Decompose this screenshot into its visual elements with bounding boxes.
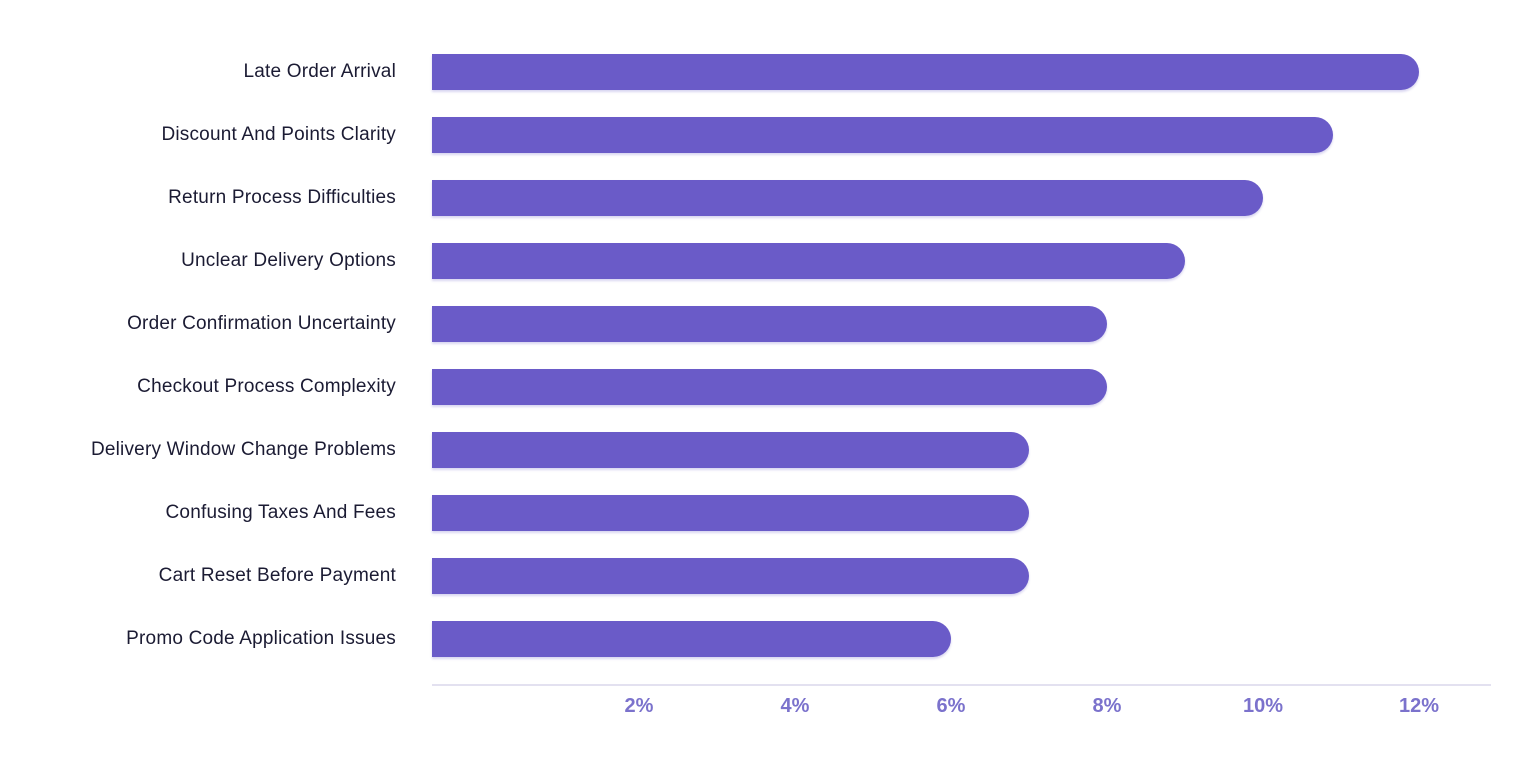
category-label: Late Order Arrival [243,60,396,82]
bar-track [432,431,1491,468]
category-label: Delivery Window Change Problems [90,438,396,460]
chart-row: Delivery Window Change Problems [0,418,1491,481]
bar[interactable] [432,368,1107,405]
bar-rows: Late Order Arrival Discount And Points Cl… [0,40,1491,670]
bar-track [432,557,1491,594]
bar[interactable] [432,53,1419,90]
bar[interactable] [432,305,1107,342]
x-axis-tick-label: 12% [1398,695,1440,717]
bar-track [432,620,1491,657]
bar-track [432,242,1491,279]
category-label: Confusing Taxes And Fees [165,501,396,523]
chart-row: Confusing Taxes And Fees [0,481,1491,544]
bar[interactable] [432,179,1263,216]
chart-row: Late Order Arrival [0,40,1491,103]
chart-row: Unclear Delivery Options [0,229,1491,292]
category-label: Checkout Process Complexity [137,375,396,397]
x-axis-tick-label: 10% [1242,695,1284,717]
category-label: Return Process Difficulties [168,186,396,208]
bar[interactable] [432,494,1029,531]
chart-row: Promo Code Application Issues [0,607,1491,670]
bar-track [432,494,1491,531]
x-axis-tick-label: 2% [624,695,654,717]
chart-row: Return Process Difficulties [0,166,1491,229]
x-axis-tick-label: 6% [936,695,966,717]
category-label: Unclear Delivery Options [181,249,396,271]
chart-row: Order Confirmation Uncertainty [0,292,1491,355]
bar[interactable] [432,242,1185,279]
bar-track [432,305,1491,342]
category-label: Order Confirmation Uncertainty [127,312,396,334]
chart-row: Discount And Points Clarity [0,103,1491,166]
chart-row: Checkout Process Complexity [0,355,1491,418]
bar-track [432,179,1491,216]
x-axis-tick-label: 4% [780,695,810,717]
category-label: Discount And Points Clarity [161,123,396,145]
bar-track [432,368,1491,405]
chart-row: Cart Reset Before Payment [0,544,1491,607]
bar-track [432,116,1491,153]
bar-track [432,53,1491,90]
bar[interactable] [432,116,1334,153]
x-axis-tick-label: 8% [1092,695,1122,717]
bar[interactable] [432,620,951,657]
category-label: Promo Code Application Issues [126,627,396,649]
bar[interactable] [432,557,1029,594]
category-label: Cart Reset Before Payment [158,564,396,586]
x-axis-line [432,684,1491,686]
bar[interactable] [432,431,1029,468]
